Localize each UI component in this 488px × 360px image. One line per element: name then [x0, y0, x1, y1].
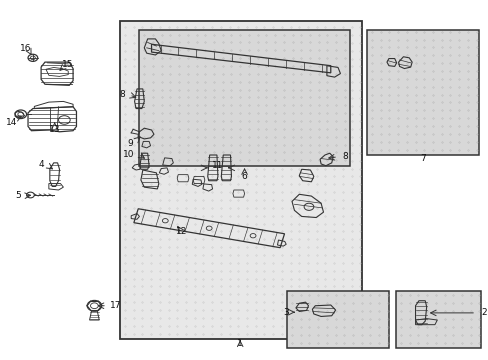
- Text: 14: 14: [6, 118, 18, 127]
- Bar: [286, 291, 388, 348]
- Text: 4: 4: [39, 160, 44, 169]
- Text: 13: 13: [49, 125, 61, 134]
- Text: 1: 1: [237, 339, 243, 348]
- Text: 3: 3: [283, 308, 288, 317]
- Bar: [139, 30, 349, 166]
- Text: 2: 2: [480, 309, 486, 318]
- Text: 7: 7: [419, 154, 425, 163]
- Text: 11: 11: [212, 161, 223, 170]
- Text: 10: 10: [123, 150, 134, 159]
- Text: 8: 8: [119, 90, 124, 99]
- Text: 16: 16: [20, 44, 31, 53]
- Text: 8: 8: [342, 152, 347, 161]
- Bar: [366, 30, 478, 155]
- Bar: [395, 291, 480, 348]
- Text: 5: 5: [15, 191, 20, 200]
- Text: 12: 12: [176, 227, 187, 236]
- Bar: [120, 21, 362, 339]
- Text: 17: 17: [110, 301, 122, 310]
- Text: 6: 6: [241, 172, 247, 181]
- Text: 15: 15: [61, 60, 73, 69]
- Text: 9: 9: [127, 139, 133, 148]
